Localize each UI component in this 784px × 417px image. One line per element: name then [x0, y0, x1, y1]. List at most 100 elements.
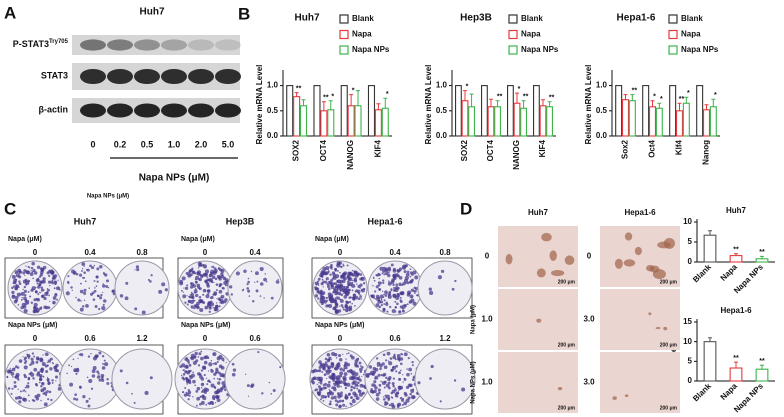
colony	[56, 298, 58, 301]
colony	[32, 377, 35, 380]
colony	[192, 284, 196, 288]
colony	[36, 265, 41, 270]
colony-row-label: Napa NPs (μM)	[315, 322, 364, 329]
colony	[324, 299, 327, 302]
sphere	[550, 270, 565, 277]
colony	[409, 275, 412, 278]
colony	[401, 309, 405, 313]
colony	[318, 360, 322, 364]
colony	[401, 304, 406, 309]
colony	[384, 290, 388, 295]
colony	[55, 363, 59, 368]
colony	[43, 391, 48, 396]
colony	[205, 377, 208, 379]
colony-cell-line: Huh7	[74, 216, 97, 226]
colony	[381, 290, 384, 293]
error-bar	[547, 101, 552, 107]
colony	[202, 288, 207, 293]
bar	[347, 105, 355, 137]
colony	[102, 363, 105, 365]
significance: **	[296, 85, 302, 92]
colony	[325, 296, 328, 300]
colony	[75, 368, 80, 373]
colony-row-label: Napa NPs (μM)	[181, 322, 230, 329]
colony	[75, 296, 77, 299]
bar	[507, 85, 514, 137]
colony	[383, 396, 385, 398]
colony	[398, 310, 402, 314]
colony	[200, 400, 205, 405]
colony	[383, 365, 388, 370]
colony	[14, 286, 18, 291]
colony	[50, 269, 53, 272]
sphere	[663, 238, 675, 249]
colony	[52, 300, 56, 305]
colony	[318, 369, 322, 373]
colony	[208, 310, 211, 313]
colony	[326, 284, 331, 289]
colony	[393, 356, 395, 359]
colony	[356, 365, 360, 368]
colony	[210, 266, 213, 268]
colony	[375, 397, 380, 401]
colony	[37, 293, 40, 296]
colony	[359, 295, 362, 298]
blot-background	[72, 35, 240, 55]
colony	[27, 357, 30, 360]
colony	[112, 292, 116, 296]
error-bar	[383, 97, 388, 109]
colony	[336, 400, 340, 404]
colony	[192, 270, 195, 274]
colony	[387, 292, 392, 296]
colony	[104, 362, 109, 367]
colony	[255, 271, 259, 276]
colony	[342, 308, 345, 311]
colony	[11, 367, 16, 372]
colony	[44, 291, 49, 296]
error-bar	[463, 90, 467, 101]
colony	[247, 277, 250, 280]
colony	[186, 303, 189, 306]
colony	[397, 402, 402, 407]
colony	[379, 266, 384, 271]
colony	[26, 302, 30, 305]
colony	[405, 282, 408, 284]
colony	[395, 311, 397, 313]
colony	[40, 384, 43, 388]
colony-cell-line: Hepa1-6	[367, 216, 402, 226]
colony	[47, 398, 50, 401]
x-tick-label: Napa	[719, 262, 740, 283]
colony	[343, 372, 348, 376]
significance: **	[632, 88, 638, 95]
colony	[244, 373, 247, 375]
colony	[91, 374, 96, 378]
colony	[356, 272, 360, 277]
colony	[189, 356, 192, 359]
colony	[343, 367, 346, 370]
colony	[323, 373, 327, 377]
colony	[451, 287, 455, 291]
bar	[682, 102, 690, 137]
colony	[191, 267, 194, 270]
colony	[12, 285, 16, 288]
colony	[51, 279, 54, 282]
colony	[371, 383, 375, 387]
sphere	[652, 269, 666, 280]
colony	[367, 375, 370, 378]
colony	[203, 373, 206, 377]
colony	[39, 368, 44, 373]
colony	[339, 299, 344, 303]
colony	[93, 280, 96, 282]
colony	[144, 390, 149, 396]
bar	[374, 109, 382, 137]
colony	[215, 283, 219, 286]
colony	[25, 391, 27, 393]
colony	[22, 397, 27, 402]
colony	[403, 270, 407, 274]
significance: **	[733, 355, 739, 362]
colony	[15, 375, 17, 377]
colony	[206, 383, 209, 386]
colony	[337, 375, 339, 377]
legend-label: Napa	[521, 30, 541, 39]
y-tick-label: 0.0	[436, 131, 448, 140]
